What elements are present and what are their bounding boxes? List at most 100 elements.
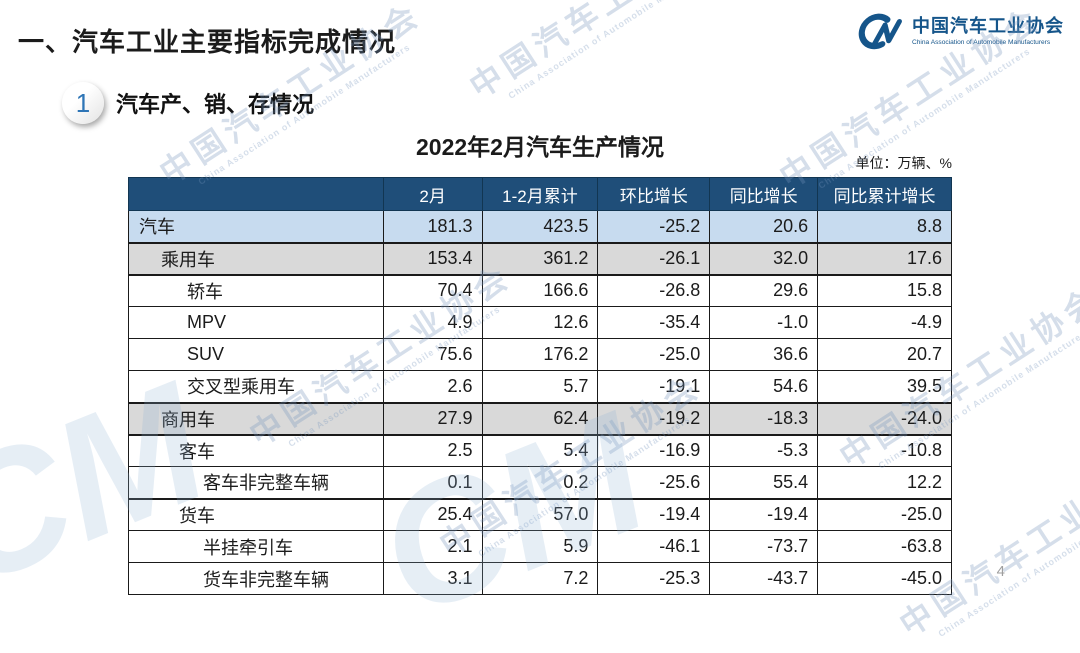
cell-value: -5.3 [709, 433, 819, 467]
caam-logo: 中国汽车工业协会 China Association of Automobile… [852, 12, 1064, 52]
cell-value: 5.7 [481, 370, 599, 403]
caam-monogram-icon [858, 13, 902, 50]
table-title: 2022年2月汽车生产情况 [416, 134, 664, 160]
cell-value: 12.2 [817, 466, 952, 499]
cell-value: -43.7 [709, 562, 819, 595]
cell-value: -25.3 [597, 562, 711, 595]
table-row: 轿车 70.4 166.6 -26.8 29.6 15.8 [128, 273, 952, 307]
column-header: 同比增长 [709, 177, 819, 211]
cell-value: 12.6 [481, 306, 599, 339]
cell-value: -26.8 [597, 273, 711, 307]
cell-value: 15.8 [817, 273, 952, 307]
cell-value: -18.3 [709, 401, 819, 435]
column-header: 1-2月累计 [481, 177, 599, 211]
table-row: 乘用车 153.4 361.2 -26.1 32.0 17.6 [128, 241, 952, 275]
cell-value: 17.6 [817, 241, 952, 275]
cell-value: -26.1 [597, 241, 711, 275]
cell-value: 176.2 [481, 338, 599, 371]
cell-value: 32.0 [709, 241, 819, 275]
table-row: 商用车 27.9 62.4 -19.2 -18.3 -24.0 [128, 401, 952, 435]
cell-value: 62.4 [481, 401, 599, 435]
cell-value: -19.2 [597, 401, 711, 435]
cell-value: 8.8 [817, 210, 952, 243]
cell-value: -19.1 [597, 370, 711, 403]
row-category: 货车非完整车辆 [128, 562, 384, 595]
row-category: 商用车 [128, 401, 384, 435]
row-category: 客车 [128, 433, 384, 467]
row-category: 乘用车 [128, 241, 384, 275]
cell-value: 75.6 [382, 338, 483, 371]
cell-value: 0.2 [481, 466, 599, 499]
section-label: 汽车产、销、存情况 [116, 92, 315, 117]
column-header: 2月 [382, 177, 483, 211]
cell-value: -35.4 [597, 306, 711, 339]
unit-note: 单位：万辆、% [855, 155, 952, 171]
logo-name-cn: 中国汽车工业协会 [912, 16, 1064, 37]
page-title: 一、汽车工业主要指标完成情况 [18, 27, 397, 57]
cell-value: 181.3 [382, 210, 483, 243]
logo-name-en: China Association of Automobile Manufact… [912, 39, 1051, 47]
row-category: 轿车 [128, 273, 384, 307]
cell-value: 25.4 [382, 497, 483, 531]
cell-value: 0.1 [382, 466, 483, 499]
page-number: 4 [996, 563, 1005, 580]
cell-value: -25.0 [817, 497, 952, 531]
cell-value: 20.6 [709, 210, 819, 243]
cell-value: 153.4 [382, 241, 483, 275]
cell-value: 423.5 [481, 210, 599, 243]
table-row: 客车非完整车辆 0.1 0.2 -25.6 55.4 12.2 [128, 466, 952, 499]
table-body: 汽车 181.3 423.5 -25.2 20.6 8.8 乘用车 153.4 361.2 -26… [128, 210, 952, 595]
cell-value: -45.0 [817, 562, 952, 595]
column-header: 同比累计增长 [817, 177, 952, 211]
cell-value: 70.4 [382, 273, 483, 307]
table-row: 客车 2.5 5.4 -16.9 -5.3 -10.8 [128, 433, 952, 467]
cell-value: 166.6 [481, 273, 599, 307]
cell-value: -25.6 [597, 466, 711, 499]
row-category: 货车 [128, 497, 384, 531]
cell-value: -19.4 [709, 497, 819, 531]
table-row: 汽车 181.3 423.5 -25.2 20.6 8.8 [128, 210, 952, 243]
table-row: 半挂牵引车 2.1 5.9 -46.1 -73.7 -63.8 [128, 530, 952, 563]
cell-value: 36.6 [709, 338, 819, 371]
row-category: SUV [128, 338, 384, 371]
cell-value: 361.2 [481, 241, 599, 275]
cell-value: -73.7 [709, 530, 819, 563]
cell-value: 27.9 [382, 401, 483, 435]
cell-value: -24.0 [817, 401, 952, 435]
cell-value: -1.0 [709, 306, 819, 339]
table-row: MPV 4.9 12.6 -35.4 -1.0 -4.9 [128, 306, 952, 339]
table-row: 货车 25.4 57.0 -19.4 -19.4 -25.0 [128, 497, 952, 531]
cell-value: 7.2 [481, 562, 599, 595]
cell-value: 55.4 [709, 466, 819, 499]
cell-value: -19.4 [597, 497, 711, 531]
table-row: 货车非完整车辆 3.1 7.2 -25.3 -43.7 -45.0 [128, 562, 952, 595]
row-category: 交叉型乘用车 [128, 370, 384, 403]
cell-value: -46.1 [597, 530, 711, 563]
cell-value: 29.6 [709, 273, 819, 307]
row-category: 半挂牵引车 [128, 530, 384, 563]
cell-value: 54.6 [709, 370, 819, 403]
table-row: SUV 75.6 176.2 -25.0 36.6 20.7 [128, 338, 952, 371]
cell-value: -25.0 [597, 338, 711, 371]
column-header: 环比增长 [597, 177, 711, 211]
production-table: 2月 1-2月累计 环比增长 同比增长 同比累计增长 汽车 181.3 423.5 -25.2… [128, 177, 952, 595]
cell-value: 39.5 [817, 370, 952, 403]
cell-value: 5.9 [481, 530, 599, 563]
row-category: 汽车 [128, 210, 384, 243]
cell-value: -63.8 [817, 530, 952, 563]
cell-value: -10.8 [817, 433, 952, 467]
cell-value: -4.9 [817, 306, 952, 339]
cell-value: 2.1 [382, 530, 483, 563]
watermark-text: 中国汽车工业协会 China Association of Automobile … [463, 0, 738, 106]
cell-value: 2.5 [382, 433, 483, 467]
cell-value: -25.2 [597, 210, 711, 243]
table-header-row: 2月 1-2月累计 环比增长 同比增长 同比累计增长 [128, 177, 952, 211]
table-row: 交叉型乘用车 2.6 5.7 -19.1 54.6 39.5 [128, 370, 952, 403]
cell-value: 3.1 [382, 562, 483, 595]
cell-value: 4.9 [382, 306, 483, 339]
column-header [128, 177, 384, 211]
row-category: 客车非完整车辆 [128, 466, 384, 499]
section-heading: 1 汽车产、销、存情况 [62, 82, 314, 124]
cell-value: 2.6 [382, 370, 483, 403]
row-category: MPV [128, 306, 384, 339]
